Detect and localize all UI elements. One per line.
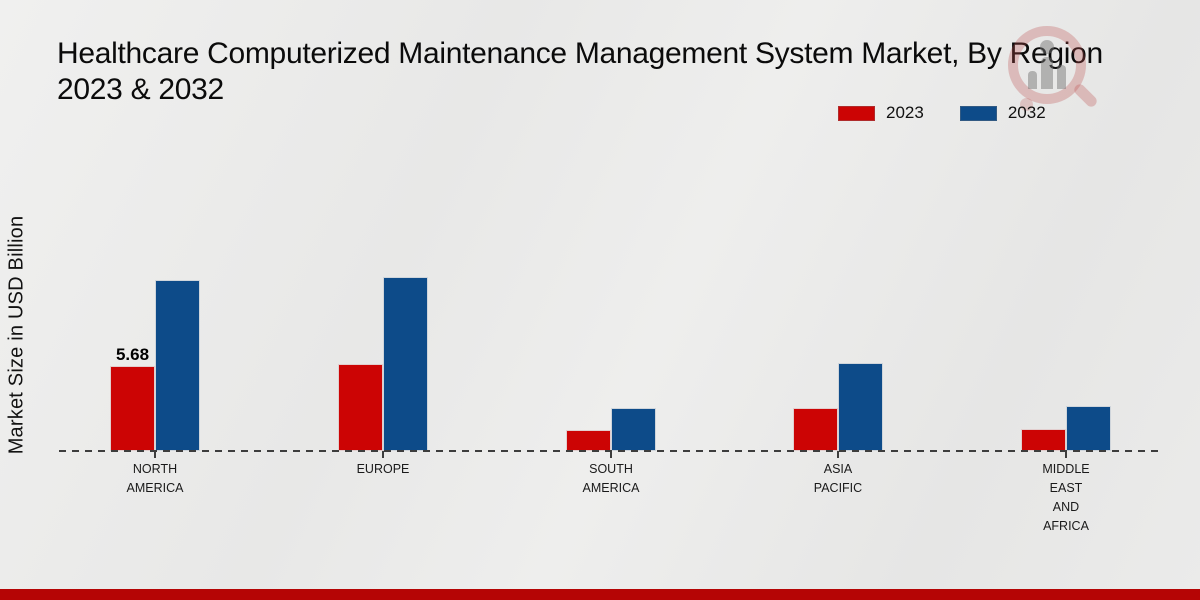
legend-item-2032: 2032 [959, 103, 1046, 123]
category-label-europe: EUROPE [313, 460, 453, 479]
bar-2023-north-america [110, 365, 155, 451]
legend-swatch-2032 [959, 105, 997, 121]
legend-label-2023: 2023 [886, 103, 924, 122]
category-label-line: EAST [1049, 481, 1083, 495]
category-label-asia-pacific: ASIA PACIFIC [768, 460, 908, 498]
x-tick-south-america [610, 451, 612, 458]
category-label-line: EUROPE [356, 462, 410, 476]
bar-2023-asia-pacific [793, 407, 838, 451]
logo-chart-bar-icon [1057, 65, 1066, 89]
bar-2032-middle-east-and-africa [1066, 406, 1111, 451]
category-label-north-america: NORTH AMERICA [85, 460, 225, 498]
category-label-line: ASIA [823, 462, 853, 476]
logo-person-icon [1040, 40, 1054, 54]
legend: 2023 2032 [838, 103, 1046, 123]
legend-swatch-2023 [838, 105, 875, 121]
magnifier-icon [1008, 26, 1086, 104]
category-label-middle-east-and-africa: MIDDLE EAST AND AFRICA [996, 460, 1136, 536]
bottom-accent-bar [0, 589, 1200, 600]
bar-2032-south-america [611, 407, 656, 451]
category-label-line: NORTH [132, 462, 178, 476]
legend-label-2032: 2032 [1007, 103, 1046, 122]
x-tick-asia-pacific [837, 451, 839, 458]
chart-title-line-2: 2023 & 2032 [57, 73, 224, 106]
x-tick-middle-east-and-africa [1065, 451, 1067, 458]
chart-title-line-1: Healthcare Computerized Maintenance Mana… [57, 37, 1103, 70]
legend-item-2023: 2023 [838, 103, 924, 123]
bar-2023-europe [338, 364, 383, 451]
x-tick-europe [382, 451, 384, 458]
category-label-line: AND [1052, 500, 1080, 514]
logo-chart-bar-icon [1041, 57, 1053, 89]
category-label-line: MIDDLE [1042, 462, 1090, 476]
category-label-south-america: SOUTH AMERICA [541, 460, 681, 498]
logo-chart-bar-icon [1028, 71, 1037, 89]
category-label-line: AMERICA [126, 481, 184, 495]
bar-2023-south-america [566, 430, 611, 451]
watermark-logo [998, 24, 1099, 122]
bar-2023-middle-east-and-africa [1021, 428, 1066, 451]
bar-2032-asia-pacific [838, 362, 883, 451]
x-axis-baseline [59, 450, 1158, 452]
chart-title: Healthcare Computerized Maintenance Mana… [57, 36, 1200, 108]
category-label-line: SOUTH [589, 462, 633, 476]
bar-2032-north-america [155, 280, 200, 451]
x-tick-north-america [154, 451, 156, 458]
category-label-line: AFRICA [1043, 519, 1089, 533]
bar-2032-europe [383, 277, 428, 451]
bar-value-label-north-america: 5.68 [115, 344, 150, 364]
category-label-line: PACIFIC [813, 481, 863, 495]
logo-accent-dot [1020, 98, 1033, 111]
category-label-line: AMERICA [582, 481, 640, 495]
